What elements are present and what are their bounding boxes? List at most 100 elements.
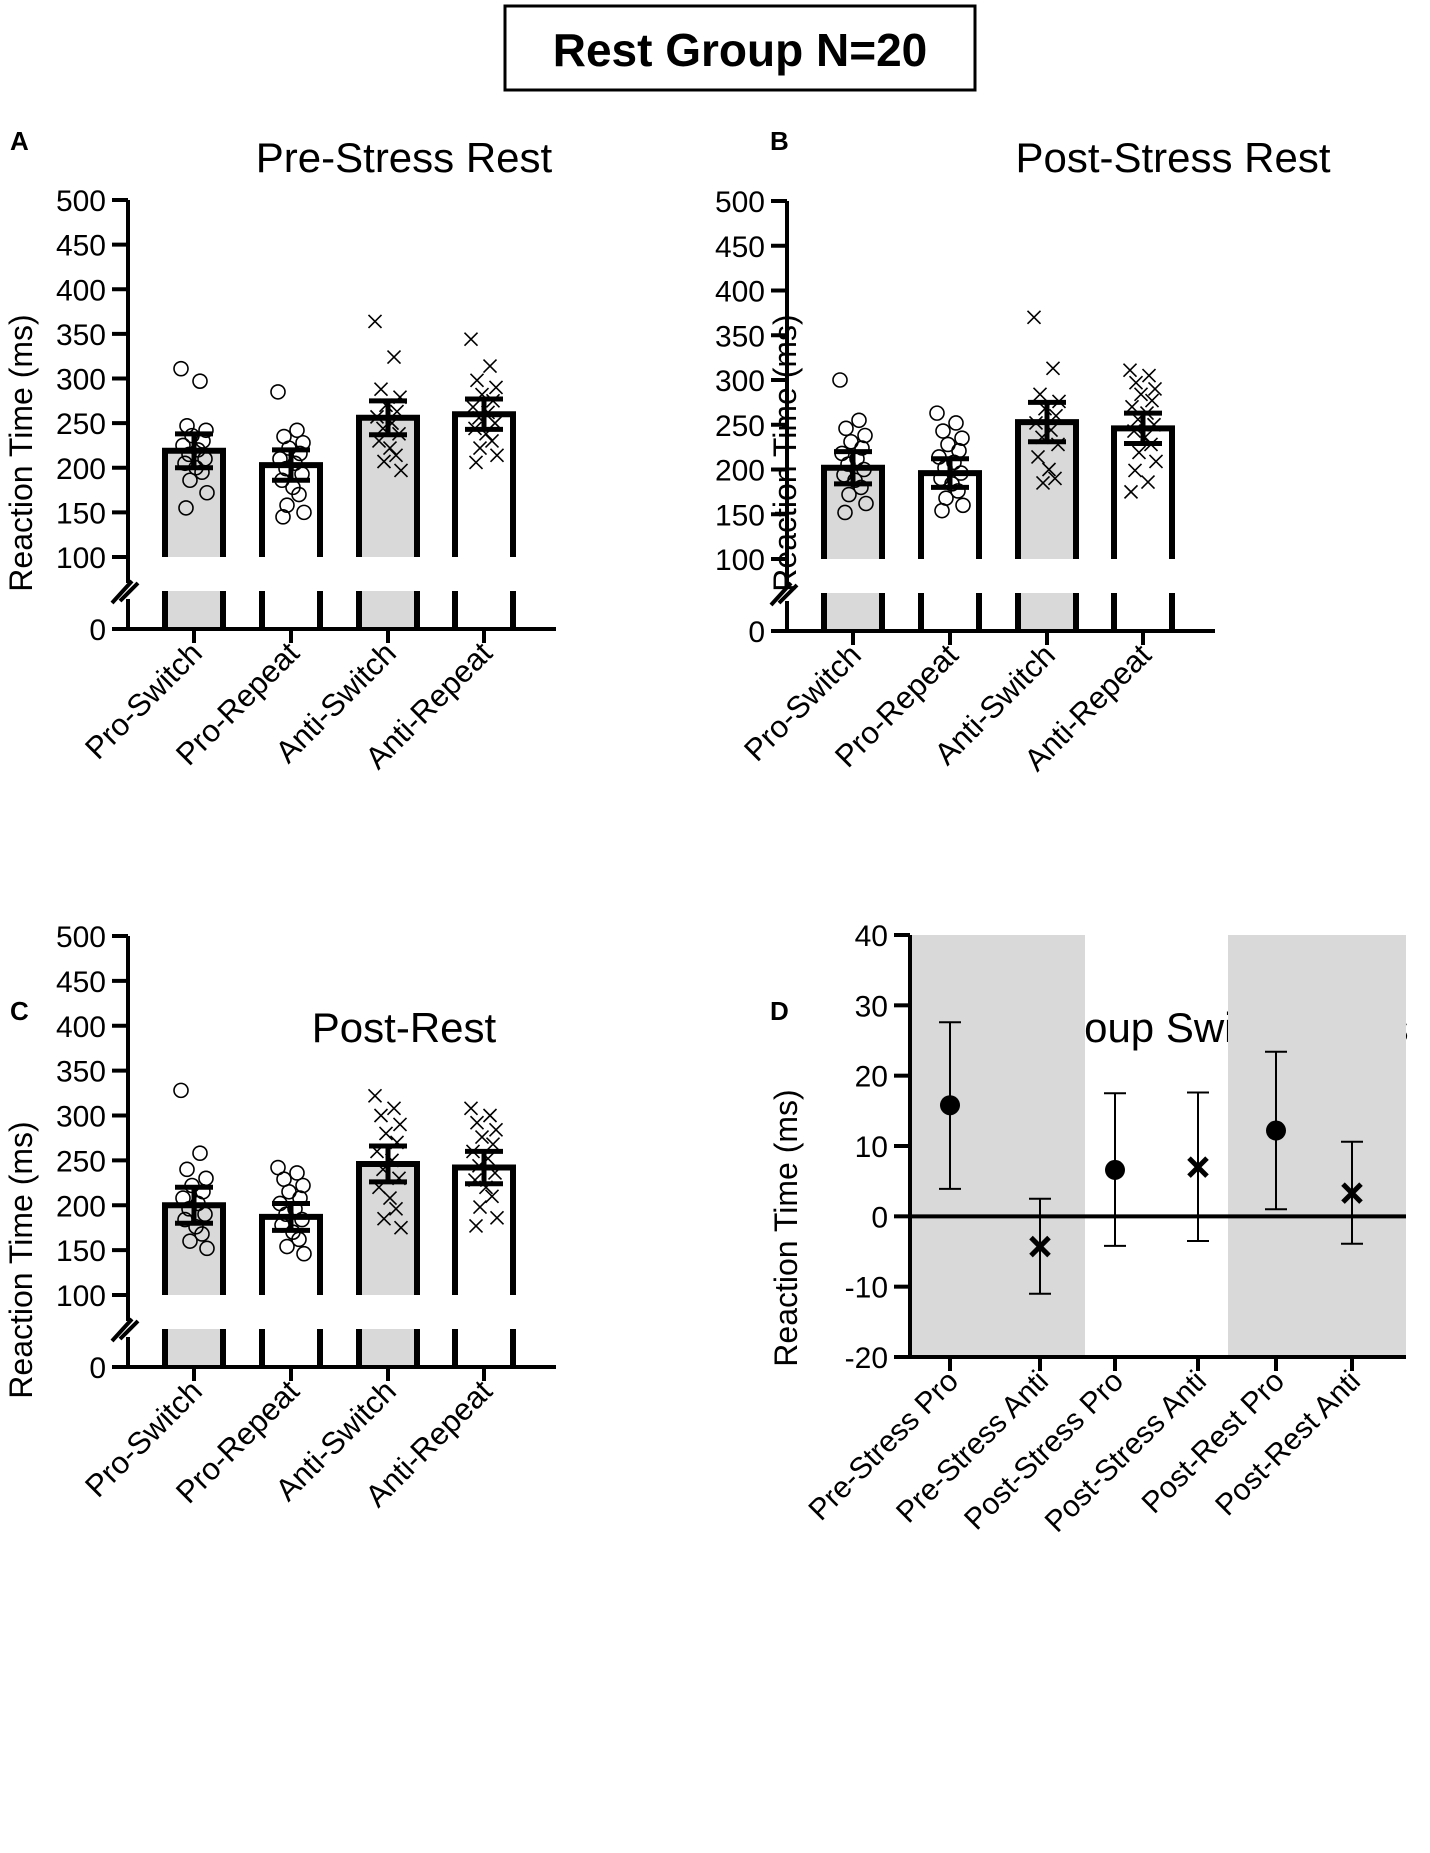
panel-a-point [463, 332, 479, 347]
panel-b-bar-4-lower-fill [1114, 593, 1172, 631]
panel-b-point [948, 415, 964, 431]
panel-a-point-stroke-2 [386, 350, 402, 365]
panel-c-point [295, 1177, 311, 1194]
panel-c-point [474, 1129, 490, 1145]
panel-c-point [469, 1115, 485, 1130]
panel-b-point [946, 454, 962, 471]
panel-b-bar-2-lower-fill [921, 593, 979, 631]
panel-d-mean-marker [1341, 1182, 1363, 1204]
panel-d-ylabel: Reaction Time (ms) [768, 1089, 804, 1366]
panel-a-point-stroke-2 [484, 433, 500, 449]
panel-c-y-tick-label: 350 [56, 1056, 106, 1089]
panel-c-point-stroke-2 [487, 1165, 503, 1181]
panel-a-y-tick-label: 400 [56, 274, 106, 307]
panel-b: B Post-Stress Rest Reaction Time (ms) 01… [715, 126, 1331, 778]
panel-a-plot: 0100150200250300350400450500Pro-SwitchPr… [56, 185, 556, 776]
panel-a-point-stroke-2 [469, 373, 485, 388]
panel-c-point-stroke-2 [463, 1101, 479, 1116]
panel-b-bar-1 [821, 464, 885, 631]
panel-a-point [291, 486, 307, 503]
panel-d-y-tick-label: 40 [855, 920, 888, 953]
panel-b-errorbar-2 [931, 456, 969, 490]
panel-a-point [376, 454, 392, 469]
panel-b-errorbar-3 [1028, 399, 1066, 445]
panel-a-point [468, 455, 484, 470]
panel-d-point-2 [1029, 1197, 1051, 1295]
panel-a-point-stroke-2 [382, 441, 398, 456]
panel-b-y-tick-label: 500 [715, 186, 765, 219]
panel-c-point-stroke-2 [373, 1108, 389, 1123]
panel-c-point-stroke-2 [367, 1088, 383, 1103]
panel-c-point-stroke-2 [472, 1199, 488, 1215]
panel-b-point [841, 486, 857, 503]
panel-a-point [382, 441, 398, 456]
panel-b-point [851, 412, 867, 429]
panel-c-errorbar-2 [272, 1200, 310, 1233]
panel-b-point-stroke-2 [1128, 375, 1144, 390]
panel-a-bar-3-upper-fill [359, 417, 417, 557]
panel-a-y-tick-label: 150 [56, 497, 106, 530]
panel-b-point [857, 427, 873, 444]
panel-d-mean-marker [1266, 1120, 1286, 1141]
panel-b-point [1122, 363, 1138, 378]
panel-c-bar-2-lower-fill [262, 1329, 320, 1367]
panel-c-point [194, 1226, 210, 1242]
panel-d-x-tick-label: Pre-Stress Pro [803, 1365, 965, 1527]
panel-letter-c: C [10, 996, 29, 1026]
panel-c-point-stroke-2 [489, 1210, 505, 1225]
panel-c-point [386, 1101, 402, 1116]
panel-b-y-tick-label: 150 [715, 499, 765, 532]
panel-a-point-stroke-2 [393, 463, 409, 478]
panel-a-bar-1 [162, 447, 226, 629]
panel-c-point-stroke-2 [378, 1126, 394, 1141]
panel-b-title: Post-Stress Rest [1015, 134, 1330, 181]
panel-b-bar-1-lower-fill [824, 593, 882, 631]
panel-a-point [469, 373, 485, 388]
panel-c-y-axis-break-mark-1 [110, 1317, 134, 1343]
panel-b-y-tick-label: 400 [715, 276, 765, 309]
panel-a-point [488, 380, 504, 395]
panel-a-y-tick-label: 500 [56, 185, 106, 218]
panel-c-bar-4-upper-fill [455, 1167, 513, 1295]
panel-b-point [1148, 454, 1164, 469]
panel-b-point [954, 430, 970, 446]
panel-c-y-tick-label: 250 [56, 1145, 106, 1178]
panel-c-bar-3-lower-fill [359, 1329, 417, 1367]
panel-c-bar-1-lower-fill [165, 1329, 223, 1367]
panel-d-shade-pre-stress [910, 935, 1085, 1357]
panel-c-point-stroke-2 [468, 1218, 484, 1233]
panel-d-mean-marker [1029, 1235, 1051, 1258]
panel-c-point-stroke-2 [392, 1117, 408, 1132]
panel-c-point [472, 1199, 488, 1215]
panel-b-point [1045, 361, 1061, 376]
panel-d-y-tick-label: -10 [845, 1272, 888, 1305]
panel-d-y-tick-label: 0 [871, 1201, 888, 1234]
panel-a-point [173, 360, 189, 377]
panel-d-shade-post-rest [1228, 935, 1406, 1357]
panel-c-y-tick-label: 100 [56, 1280, 106, 1313]
panel-a-point-stroke-2 [468, 455, 484, 470]
panel-d-mean-marker-stroke-2 [1341, 1182, 1363, 1204]
panel-d-point-6 [1341, 1140, 1363, 1245]
panel-b-y-tick-label: 450 [715, 231, 765, 264]
panel-d-y-tick-label: 10 [855, 1131, 888, 1164]
panel-a-y-tick-label: 250 [56, 408, 106, 441]
panel-c-point-stroke-2 [388, 1201, 404, 1216]
panel-a-point [192, 373, 208, 389]
panel-b-errorbar-1 [834, 449, 872, 487]
panel-b-y-axis-break-mark-2 [777, 583, 799, 605]
panel-c-point [192, 1145, 208, 1161]
panel-a-point-stroke-2 [472, 441, 488, 456]
panel-c-y-axis-break-mark-2 [118, 1319, 140, 1341]
panel-b-y-tick-label: 250 [715, 410, 765, 443]
panel-c-point-stroke-2 [474, 1129, 490, 1145]
panel-a-point [465, 399, 481, 415]
panel-b-point [1041, 462, 1057, 477]
panel-b-point-stroke-2 [1148, 454, 1164, 469]
panel-b-bar-4 [1111, 425, 1175, 631]
panel-d-point-1 [939, 1021, 961, 1190]
panel-c-point [182, 1233, 198, 1249]
panel-b-point [832, 372, 848, 388]
panel-b-point [1144, 393, 1160, 408]
panel-c-bar-4 [452, 1164, 516, 1367]
